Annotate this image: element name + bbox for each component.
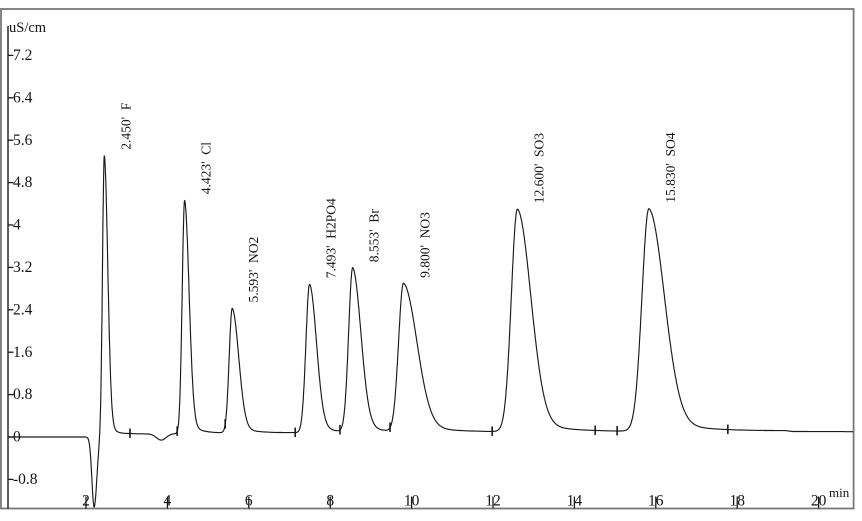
x-axis: 2 4 6 8 10 12 14 16 18 20	[82, 493, 826, 510]
peak-label: 15.830' SO4	[663, 132, 678, 203]
x-tick-label: 8	[326, 493, 334, 510]
y-tick-label: 0.8	[13, 386, 33, 403]
y-tick-label: 3.2	[13, 259, 32, 276]
peak-labels: 2.450' F 4.423' Cl 5.593' NO2 7.493' H2PO4 8…	[118, 102, 678, 302]
peak-label: 8.553' Br	[367, 209, 382, 263]
y-tick-label: 5.6	[13, 132, 33, 149]
x-tick-label: 2	[82, 493, 90, 510]
x-tick-label: 14	[567, 493, 583, 510]
x-tick-label: 20	[811, 493, 827, 510]
peak-label: 12.600' SO3	[531, 133, 546, 204]
y-tick-label: 4.8	[13, 174, 33, 191]
x-tick-label: 6	[245, 493, 253, 510]
y-tick-label: 2.4	[13, 301, 33, 318]
peak-label: 7.493' H2PO4	[324, 198, 339, 278]
y-tick-label: 7.2	[13, 47, 32, 64]
y-tick-label: 6.4	[13, 89, 33, 106]
y-tick-label: 4	[13, 217, 21, 234]
x-tick-label: 12	[485, 493, 501, 510]
integration-marks	[129, 419, 729, 438]
x-tick-label: 18	[729, 493, 745, 510]
plot-frame	[0, 8, 855, 510]
y-tick-label: -0.8	[13, 471, 38, 488]
peak-label: 9.800' NO3	[418, 212, 433, 278]
x-tick-label: 4	[164, 493, 172, 510]
peak-label: 5.593' NO2	[246, 237, 261, 303]
peak-label: 2.450' F	[118, 102, 133, 150]
y-axis: 7.26.45.64.843.22.41.60.80-0.8	[7, 26, 38, 509]
x-axis-unit-label: min	[829, 485, 850, 500]
x-tick-label: 16	[648, 493, 664, 510]
y-axis-unit-label: uS/cm	[9, 20, 47, 36]
x-tick-label: 10	[404, 493, 420, 510]
signal-trace	[7, 155, 854, 508]
peak-label: 4.423' Cl	[199, 142, 214, 195]
y-tick-label: 1.6	[13, 344, 33, 361]
